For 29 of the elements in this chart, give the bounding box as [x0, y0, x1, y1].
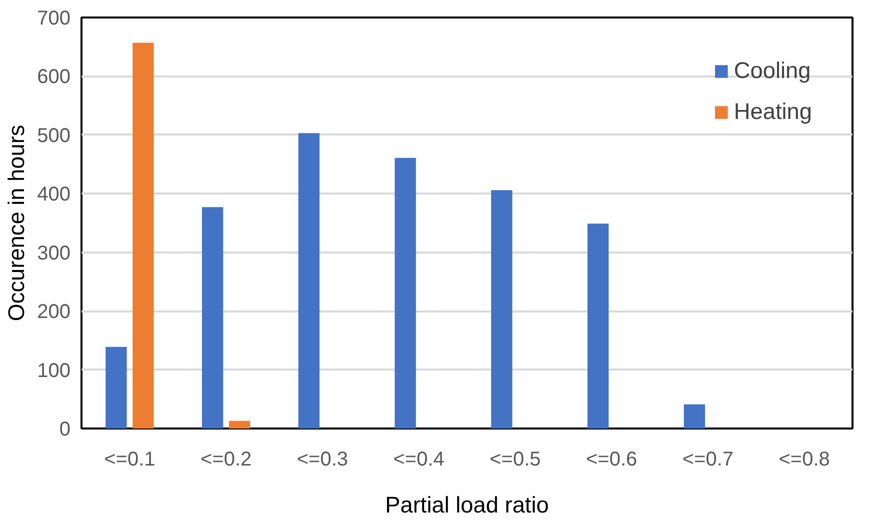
x-tick-label: <=0.6 — [586, 448, 638, 470]
bar — [106, 346, 127, 428]
bar — [228, 420, 250, 428]
bar — [202, 207, 224, 428]
y-tick-label: 0 — [59, 418, 70, 440]
y-tick-label: 400 — [37, 184, 71, 206]
legend-label: Heating — [734, 98, 812, 125]
bar — [394, 158, 416, 428]
y-tick-label: 600 — [37, 66, 71, 88]
x-tick-label: <=0.2 — [200, 448, 252, 470]
x-tick-label: <=0.5 — [490, 448, 541, 470]
x-tick-label: <=0.4 — [393, 448, 444, 470]
bar — [587, 224, 609, 428]
bar — [491, 190, 512, 428]
x-axis-title: Partial load ratio — [385, 492, 549, 518]
y-tick-label: 300 — [37, 242, 71, 264]
bar — [684, 404, 706, 428]
y-tick-label: 100 — [37, 360, 71, 382]
x-tick-label: <=0.8 — [778, 448, 830, 470]
bar — [298, 133, 320, 428]
x-tick-label: <=0.7 — [682, 448, 734, 470]
y-tick-label: 200 — [37, 301, 71, 324]
legend-label: Cooling — [734, 57, 811, 84]
y-axis-title: Occurence in hours — [3, 124, 30, 322]
y-tick-label: 700 — [37, 8, 71, 30]
y-tick-label: 500 — [37, 124, 71, 147]
x-tick-label: <=0.1 — [104, 448, 156, 470]
bar — [132, 42, 154, 428]
x-tick-label: <=0.3 — [296, 448, 348, 470]
